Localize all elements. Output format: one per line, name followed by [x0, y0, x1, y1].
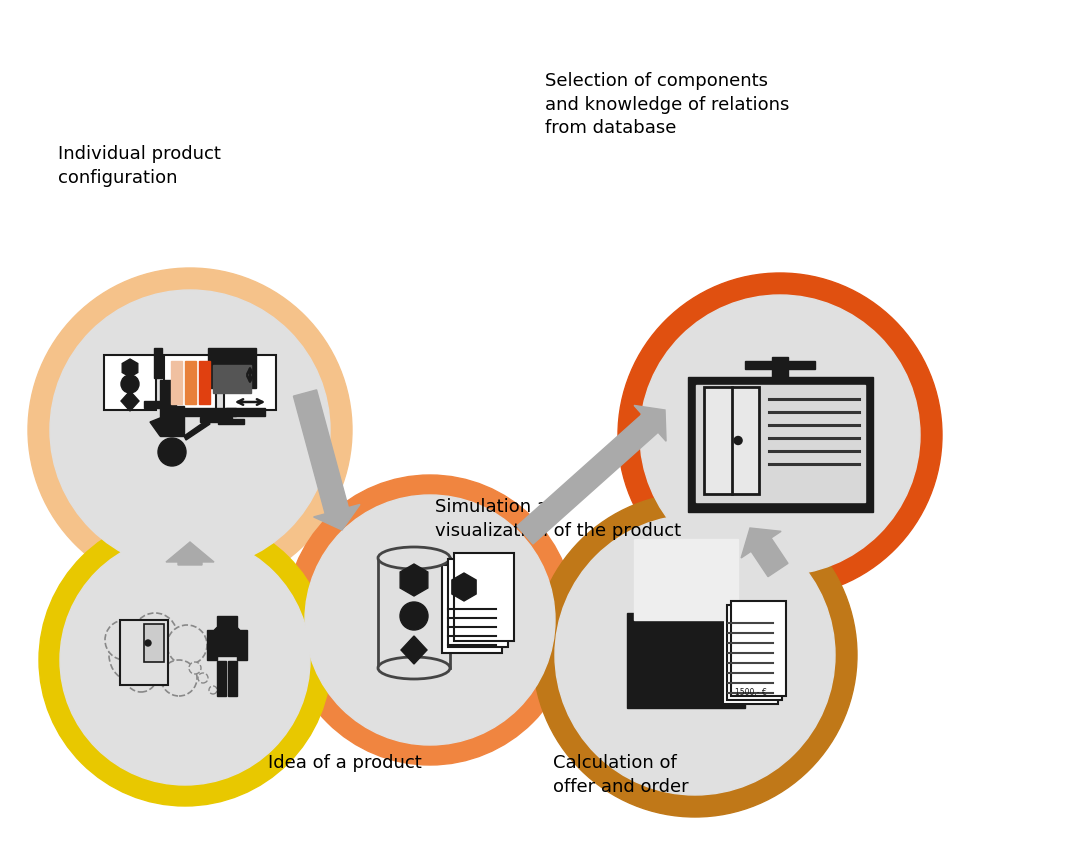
- Bar: [213, 365, 251, 393]
- Circle shape: [167, 625, 207, 665]
- Circle shape: [158, 438, 186, 466]
- Circle shape: [640, 295, 920, 575]
- Circle shape: [400, 602, 428, 630]
- Polygon shape: [742, 528, 788, 576]
- Bar: [199, 361, 210, 404]
- Bar: [175, 408, 265, 416]
- Text: Idea of a product: Idea of a product: [268, 754, 422, 772]
- Bar: [144, 624, 164, 662]
- Polygon shape: [293, 390, 360, 530]
- Ellipse shape: [378, 547, 450, 569]
- Bar: [160, 380, 171, 408]
- Bar: [224, 355, 276, 410]
- Text: Selection of components
and knowledge of relations
from database: Selection of components and knowledge of…: [545, 72, 790, 137]
- Circle shape: [133, 613, 177, 657]
- Bar: [164, 355, 216, 410]
- Bar: [627, 613, 745, 708]
- Bar: [104, 355, 156, 410]
- Bar: [771, 357, 788, 377]
- Text: $: $: [692, 644, 704, 663]
- Circle shape: [209, 686, 217, 694]
- Bar: [731, 601, 786, 696]
- Bar: [217, 616, 236, 656]
- Text: Individual product
configuration: Individual product configuration: [58, 145, 220, 187]
- Circle shape: [109, 627, 165, 683]
- Circle shape: [143, 638, 192, 686]
- Bar: [217, 661, 226, 696]
- Polygon shape: [401, 636, 427, 664]
- Bar: [207, 630, 217, 660]
- Circle shape: [285, 475, 575, 765]
- Circle shape: [125, 660, 157, 692]
- Bar: [723, 609, 778, 704]
- Bar: [236, 630, 247, 660]
- Circle shape: [555, 515, 835, 795]
- Text: 1500,-: 1500,-: [663, 679, 708, 693]
- Circle shape: [160, 660, 197, 696]
- Circle shape: [533, 493, 857, 817]
- Bar: [704, 387, 759, 494]
- Polygon shape: [150, 418, 168, 436]
- Text: Simulation and
visualization of the product: Simulation and visualization of the prod…: [435, 498, 682, 540]
- Circle shape: [189, 662, 201, 674]
- Circle shape: [146, 640, 151, 646]
- Circle shape: [39, 514, 331, 806]
- Bar: [226, 408, 236, 416]
- Circle shape: [28, 268, 352, 592]
- Polygon shape: [184, 420, 210, 440]
- Bar: [228, 661, 236, 696]
- Bar: [662, 599, 710, 606]
- Text: Calculation of
offer and order: Calculation of offer and order: [553, 754, 689, 796]
- Circle shape: [198, 673, 208, 683]
- Circle shape: [211, 624, 243, 656]
- Circle shape: [105, 620, 146, 660]
- Circle shape: [121, 375, 139, 393]
- Bar: [454, 553, 514, 641]
- Text: €: €: [668, 644, 681, 663]
- Circle shape: [734, 436, 743, 444]
- Bar: [218, 419, 244, 424]
- Circle shape: [60, 535, 310, 785]
- Bar: [185, 361, 196, 404]
- Ellipse shape: [378, 657, 450, 679]
- Bar: [681, 598, 692, 613]
- Bar: [208, 348, 256, 388]
- Bar: [120, 620, 168, 685]
- Polygon shape: [166, 542, 214, 565]
- Bar: [171, 361, 182, 404]
- Bar: [154, 348, 162, 378]
- Polygon shape: [517, 405, 666, 544]
- Bar: [448, 559, 508, 647]
- Text: 1500,- €: 1500,- €: [735, 688, 766, 696]
- Circle shape: [618, 273, 942, 597]
- Bar: [635, 539, 738, 620]
- Bar: [200, 417, 232, 422]
- Circle shape: [305, 495, 555, 745]
- Bar: [442, 565, 502, 653]
- Bar: [160, 406, 184, 436]
- Bar: [378, 558, 450, 668]
- Bar: [696, 385, 865, 502]
- Circle shape: [50, 290, 330, 570]
- Polygon shape: [121, 391, 139, 411]
- Bar: [144, 401, 175, 408]
- Bar: [688, 377, 873, 512]
- Bar: [745, 361, 815, 369]
- Bar: [727, 605, 782, 700]
